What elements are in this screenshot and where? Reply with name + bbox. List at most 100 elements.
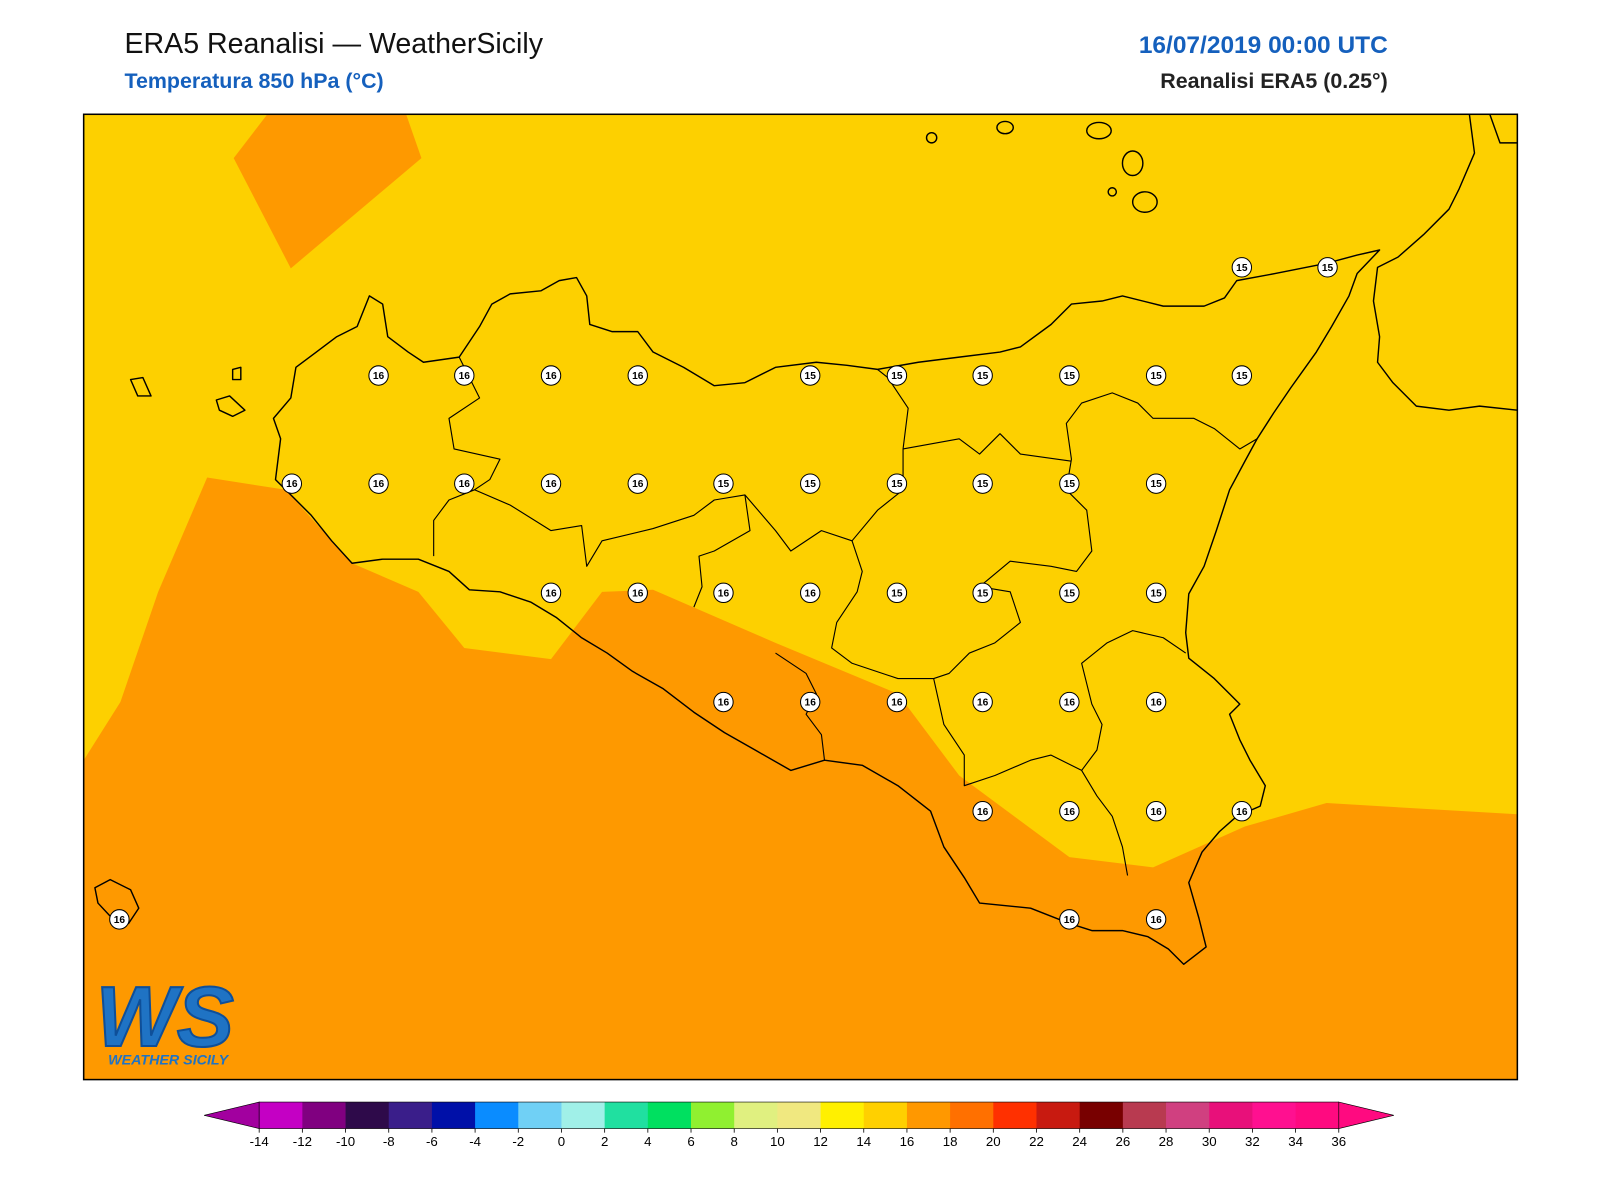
colorbar-swatch: [604, 1102, 649, 1129]
point-label: 15: [1150, 588, 1162, 599]
point-marker: [1231, 801, 1253, 822]
colorbar-tick-label: 4: [644, 1134, 651, 1149]
island: [1131, 191, 1158, 213]
point-marker: [886, 582, 908, 604]
colorbar-swatch: [1295, 1102, 1340, 1129]
point-label: 15: [1150, 371, 1162, 382]
point-marker: [627, 473, 648, 494]
colorbar-tick-label: 16: [900, 1134, 915, 1149]
colorbar-tick-label: 30: [1202, 1134, 1217, 1149]
point-marker: [1059, 365, 1080, 386]
point-label: 15: [1150, 479, 1162, 490]
colorbar-tick-label: 24: [1072, 1134, 1087, 1149]
colorbar-swatch: [388, 1102, 433, 1129]
province-border: [474, 368, 909, 567]
point-label: 15: [1236, 263, 1248, 274]
island: [1107, 187, 1118, 197]
point-marker: [972, 691, 993, 713]
colorbar-tick-label: 2: [601, 1134, 608, 1149]
point-marker: [1145, 691, 1167, 713]
subtitle: Temperatura 850 hPa (°C): [124, 69, 383, 93]
province-border: [831, 392, 1258, 680]
point-marker: [886, 365, 908, 386]
colorbar-outline: [258, 1101, 1340, 1129]
point-label: 16: [632, 479, 644, 490]
colorbar-extend-under: [204, 1101, 260, 1129]
logo-name: WEATHER SICILY: [108, 1052, 229, 1068]
point-label: 16: [805, 698, 817, 709]
point-marker: [713, 473, 734, 494]
province-border: [433, 356, 501, 557]
island: [925, 131, 938, 144]
point-marker: [1231, 365, 1253, 386]
point-label: 16: [1150, 915, 1162, 926]
colorbar-tick-label: 32: [1245, 1134, 1260, 1149]
point-label: 16: [805, 588, 817, 599]
colorbar-swatch: [863, 1102, 908, 1129]
temperature-band: [233, 114, 422, 269]
point-marker: [454, 473, 475, 494]
point-marker: [1145, 473, 1167, 494]
island: [94, 878, 140, 925]
colorbar-swatch: [1036, 1102, 1081, 1129]
point-marker: [1317, 257, 1338, 278]
point-label: 16: [718, 698, 730, 709]
point-marker: [972, 365, 993, 386]
province-border: [693, 494, 751, 608]
island: [1086, 121, 1112, 140]
colorbar-tick-label: 28: [1159, 1134, 1174, 1149]
point-marker: [886, 473, 908, 494]
point-label: 16: [1064, 915, 1076, 926]
point-label: 15: [805, 479, 817, 490]
point-label: 15: [891, 479, 903, 490]
point-label: 15: [977, 588, 989, 599]
point-marker: [1059, 801, 1080, 822]
source: Reanalisi ERA5 (0.25°): [1160, 69, 1387, 93]
point-marker: [1145, 909, 1167, 930]
point-marker: [627, 582, 648, 604]
point-marker: [800, 582, 821, 604]
colorbar-swatch: [734, 1102, 778, 1129]
point-marker: [627, 365, 648, 386]
point-label: 15: [1064, 479, 1076, 490]
province-border: [902, 433, 1072, 462]
colorbar-swatch: [1252, 1102, 1296, 1129]
colorbar-tick-label: -14: [250, 1134, 269, 1149]
province-border: [1081, 630, 1187, 771]
point-label: 16: [891, 698, 903, 709]
colorbar-swatch: [518, 1102, 562, 1129]
colorbar-tick-label: -4: [469, 1134, 481, 1149]
colorbar-tick-label: 6: [687, 1134, 694, 1149]
colorbar-swatch: [906, 1102, 951, 1129]
point-marker: [1145, 582, 1167, 604]
logo-initials: WS: [96, 969, 234, 1065]
point-marker: [972, 801, 993, 822]
point-marker: [368, 365, 389, 386]
point-marker: [1059, 691, 1080, 713]
colorbar-tick-label: -8: [383, 1134, 395, 1149]
point-marker: [1059, 473, 1080, 494]
colorbar-tick-label: 20: [986, 1134, 1001, 1149]
point-marker: [800, 365, 821, 386]
point-marker: [454, 365, 475, 386]
island: [215, 395, 246, 418]
point-label: 15: [977, 371, 989, 382]
point-marker: [800, 473, 821, 494]
colorbar-tick-label: 10: [770, 1134, 785, 1149]
point-marker: [713, 582, 734, 604]
colorbar-tick-label: 18: [943, 1134, 958, 1149]
point-label: 16: [114, 915, 126, 926]
point-label: 16: [286, 479, 298, 490]
point-marker: [540, 582, 562, 604]
colorbar-swatch: [1079, 1102, 1124, 1129]
point-marker: [972, 582, 993, 604]
coastline: [272, 249, 1381, 965]
point-marker: [540, 365, 562, 386]
point-label: 16: [1064, 698, 1076, 709]
point-marker: [281, 473, 303, 494]
point-marker: [1145, 365, 1167, 386]
colorbar-tick-label: 22: [1029, 1134, 1044, 1149]
point-label: 16: [977, 698, 989, 709]
